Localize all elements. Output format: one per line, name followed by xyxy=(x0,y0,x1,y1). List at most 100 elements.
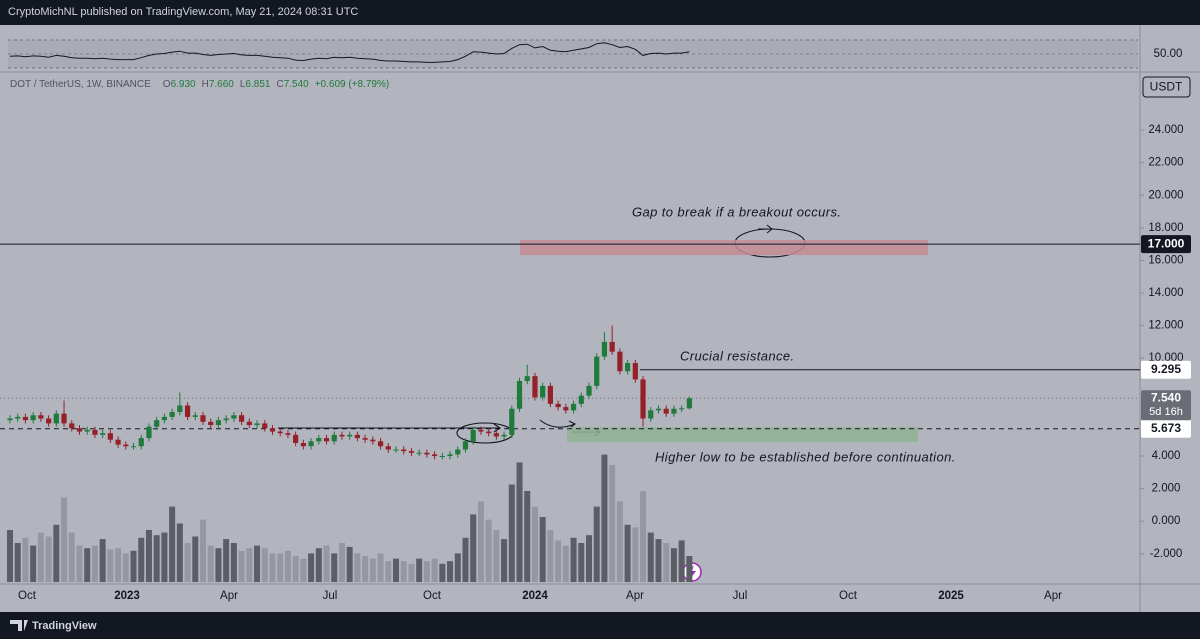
volume-bar xyxy=(454,553,461,582)
hand-arrow xyxy=(539,419,577,429)
candle-body xyxy=(138,438,144,447)
x-tick-label: Apr xyxy=(626,590,644,602)
candle-body xyxy=(169,412,175,417)
legend: DOT / TetherUS, 1W, BINANCE O6.930 H7.660 L… xyxy=(10,79,389,90)
candle-body xyxy=(115,439,121,445)
volume-bar xyxy=(308,553,315,582)
volume-bar xyxy=(161,532,168,582)
candle-body xyxy=(532,376,538,398)
candle-body xyxy=(501,434,507,437)
volume-bar xyxy=(416,558,423,582)
legend-key: L xyxy=(240,79,246,90)
candle-body xyxy=(22,416,29,421)
volume-bar xyxy=(593,506,600,582)
volume-bar xyxy=(632,527,639,582)
volume-bar xyxy=(269,553,276,582)
volume-bar xyxy=(7,530,13,582)
x-tick-label: Oct xyxy=(423,590,442,602)
volume-bar xyxy=(570,537,577,582)
volume-bar xyxy=(107,549,114,582)
candle-body xyxy=(416,452,422,454)
brand-name: TradingView xyxy=(32,620,97,632)
volume-bar xyxy=(439,563,446,582)
volume-bar xyxy=(323,545,330,582)
candle-body xyxy=(516,381,523,409)
volume-bar xyxy=(300,558,307,582)
candle-body xyxy=(69,423,75,429)
x-tick-label: 2024 xyxy=(522,590,548,602)
candle-body xyxy=(617,351,623,372)
candle-body xyxy=(478,429,484,432)
volume-bar xyxy=(238,550,245,582)
candle-body xyxy=(339,434,345,437)
candle-body xyxy=(100,433,106,435)
candle-body xyxy=(30,415,36,421)
volume-bar xyxy=(122,553,129,582)
candle-body xyxy=(7,418,13,421)
publish-note: CryptoMichNL published on TradingView.co… xyxy=(8,6,358,18)
last-price-box xyxy=(1141,390,1191,421)
volume-bar xyxy=(37,532,44,582)
candle-body xyxy=(424,452,430,455)
candle-body xyxy=(53,413,59,424)
candle-body xyxy=(354,434,360,439)
volume-bar xyxy=(200,519,206,582)
legend-value: 6.851 xyxy=(245,79,270,90)
candle-body xyxy=(609,341,615,352)
candle-body xyxy=(447,454,453,457)
legend-value: 6.930 xyxy=(171,79,196,90)
volume-bar xyxy=(30,545,37,582)
candle-body xyxy=(401,449,407,452)
legend-key: O xyxy=(163,79,171,90)
volume-bar xyxy=(485,519,492,582)
volume-bar xyxy=(369,558,376,582)
rsi-tick-label: 50.00 xyxy=(1154,48,1183,60)
candle-body xyxy=(509,408,515,435)
candle-body xyxy=(15,416,21,419)
volume-bar xyxy=(524,491,531,582)
currency-label[interactable]: USDT xyxy=(1150,80,1183,94)
volume-bar xyxy=(315,548,322,582)
volume-bar xyxy=(292,556,299,582)
volume-bar xyxy=(686,556,693,582)
candle-body xyxy=(632,363,638,380)
candle-body xyxy=(640,379,646,419)
candle-body xyxy=(393,449,399,451)
rsi-line xyxy=(9,42,690,63)
candle-body xyxy=(177,405,183,412)
annotation: Higher low to be established before cont… xyxy=(655,449,956,464)
volume-bar xyxy=(516,462,523,582)
volume-bar xyxy=(331,553,338,582)
y-tick-label: 16.000 xyxy=(1148,254,1183,266)
volume-bar xyxy=(578,543,585,582)
candle-body xyxy=(493,433,499,437)
legend-symbol: DOT / TetherUS, 1W, BINANCE xyxy=(10,79,151,90)
candle-body xyxy=(161,416,167,421)
candle-body xyxy=(239,415,245,422)
x-tick-label: Oct xyxy=(18,590,37,602)
volume-bar xyxy=(115,548,122,582)
candle-body xyxy=(208,421,214,426)
candle-body xyxy=(370,439,376,442)
volume-bar xyxy=(400,561,407,582)
volume-bar xyxy=(647,532,654,582)
annotation: Crucial resistance. xyxy=(680,348,795,363)
currency-box[interactable] xyxy=(1142,76,1191,98)
volume-bar xyxy=(138,537,145,582)
volume-bar xyxy=(447,561,454,582)
candle-body xyxy=(76,428,83,432)
candle-body xyxy=(578,395,584,404)
candle-body xyxy=(254,423,260,426)
volume-bar xyxy=(547,530,554,582)
volume-bar xyxy=(609,465,616,582)
volume-bar xyxy=(14,543,21,582)
candle-body xyxy=(130,446,137,448)
volume-bar xyxy=(68,532,75,582)
candle-body xyxy=(524,376,530,382)
candle-body xyxy=(563,407,569,411)
x-tick-label: 2025 xyxy=(938,590,964,602)
volume-bar xyxy=(76,545,83,582)
volume-bar xyxy=(493,530,500,582)
y-tick-label: -2.000 xyxy=(1150,548,1183,560)
